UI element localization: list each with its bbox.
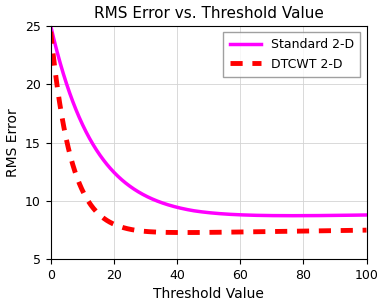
Standard 2-D [48, 24, 53, 28]
DTCWT 2-D [266, 230, 270, 233]
Standard 2-D [295, 214, 300, 218]
Y-axis label: RMS Error: RMS Error [5, 108, 20, 177]
DTCWT 2-D [81, 190, 85, 193]
Title: RMS Error vs. Threshold Value: RMS Error vs. Threshold Value [94, 6, 324, 21]
DTCWT 2-D [176, 231, 181, 234]
Legend: Standard 2-D, DTCWT 2-D: Standard 2-D, DTCWT 2-D [223, 32, 360, 77]
Standard 2-D [81, 124, 85, 127]
DTCWT 2-D [182, 231, 186, 234]
X-axis label: Threshold Value: Threshold Value [153, 287, 264, 301]
DTCWT 2-D [188, 231, 192, 234]
DTCWT 2-D [295, 229, 300, 233]
DTCWT 2-D [364, 228, 369, 232]
Standard 2-D [176, 206, 181, 209]
Standard 2-D [364, 213, 369, 217]
DTCWT 2-D [301, 229, 305, 233]
Standard 2-D [265, 214, 270, 217]
Line: DTCWT 2-D: DTCWT 2-D [51, 32, 366, 232]
DTCWT 2-D [48, 30, 53, 33]
Line: Standard 2-D: Standard 2-D [51, 26, 366, 216]
Standard 2-D [290, 214, 295, 218]
Standard 2-D [301, 214, 305, 218]
Standard 2-D [187, 208, 192, 212]
